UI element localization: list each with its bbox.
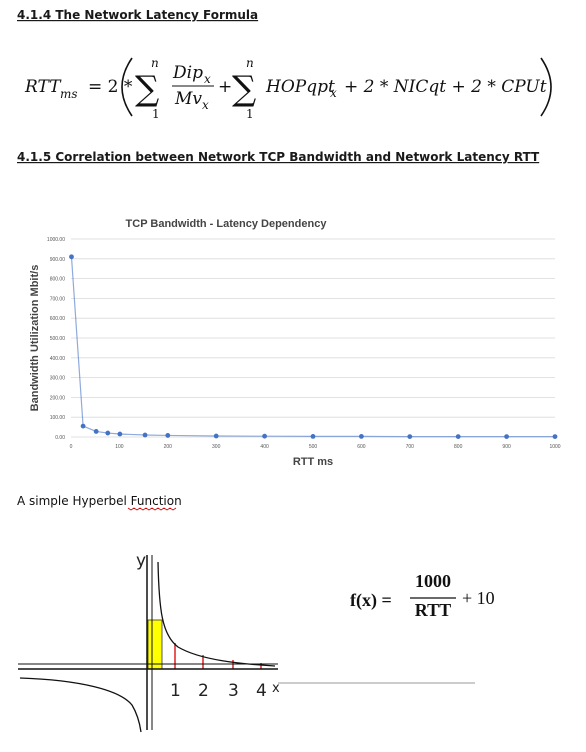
- x-tick-label: 1000: [549, 444, 560, 450]
- tick-label: 4: [256, 681, 267, 701]
- latency-formula: RTT ms = 2 * n ∑ 1 Dip x Mv x + n ∑ 1 HO…: [24, 56, 552, 121]
- data-point: [165, 433, 171, 438]
- data-point: [142, 432, 148, 438]
- hyperbola-curve: [157, 561, 276, 667]
- data-point: [262, 433, 267, 439]
- x-tick-label: 300: [212, 444, 221, 450]
- y-tick-label: 200.00: [50, 395, 66, 401]
- parenthesis: [121, 57, 133, 117]
- highlight-area: [147, 619, 163, 670]
- data-point: [69, 254, 74, 260]
- function-formula: f(x) = 1000 RTT + 10: [350, 571, 495, 620]
- chart: TCP Bandwidth - Latency Dependency RTT m…: [29, 218, 561, 468]
- heading: 4.1.5 Correlation between Network TCP Ba…: [17, 150, 540, 164]
- parenthesis: [540, 57, 552, 117]
- axis-label: x: [272, 681, 280, 696]
- data-point: [310, 434, 316, 439]
- x-tick-label: 200: [164, 444, 173, 450]
- tick-label: 3: [228, 681, 239, 701]
- x-tick-label: 900: [502, 444, 511, 450]
- data-point: [93, 429, 99, 434]
- axis-label: y: [136, 551, 146, 571]
- y-tick-label: 900.00: [50, 257, 66, 263]
- formula-text: ∑: [135, 69, 159, 109]
- formula-text: Dip: [172, 63, 203, 83]
- data-point: [359, 434, 364, 439]
- x-axis-label: RTT ms: [293, 456, 333, 468]
- heading: 4.1.4 The Network Latency Formula: [17, 8, 258, 22]
- data-point: [105, 430, 111, 436]
- y-tick-label: 400.00: [50, 356, 66, 362]
- tick-label: 1: [170, 681, 181, 701]
- spell-underline: [127, 507, 177, 511]
- x-tick-label: 700: [406, 444, 415, 450]
- y-tick-label: 800.00: [50, 277, 66, 283]
- y-tick-label: 300.00: [50, 376, 66, 382]
- x-tick-label: 400: [260, 444, 269, 450]
- data-point: [552, 434, 558, 440]
- formula-text: + 10: [462, 588, 495, 608]
- formula-text: 1000: [415, 571, 451, 591]
- x-tick-label: 600: [357, 444, 366, 450]
- x-tick-label: 0: [70, 444, 73, 450]
- y-tick-label: 0.00: [55, 435, 65, 441]
- formula-text: 1: [152, 107, 160, 121]
- formula-text: Mv: [174, 89, 202, 109]
- x-tick-label: 500: [309, 444, 318, 450]
- hyperbola-curve: [19, 677, 142, 733]
- formula-text: +: [218, 77, 232, 97]
- formula-text: f(x) =: [350, 590, 392, 611]
- data-point: [213, 433, 219, 439]
- formula-text: ∑: [232, 69, 256, 109]
- chart-title: TCP Bandwidth - Latency Dependency: [126, 218, 328, 230]
- formula-text: n: [246, 56, 254, 70]
- formula-text: 1: [246, 107, 254, 121]
- y-tick-label: 100.00: [50, 415, 66, 421]
- formula-text: HOPqpt: [265, 77, 335, 97]
- y-tick-label: 1000.00: [47, 237, 65, 243]
- formula-text: n: [151, 56, 159, 70]
- y-tick-label: 700.00: [50, 296, 66, 302]
- formula-text: x: [330, 86, 337, 100]
- data-point: [80, 423, 86, 429]
- formula-text: = 2 *: [88, 77, 133, 97]
- y-tick-label: 600.00: [50, 316, 66, 322]
- formula-text: ms: [60, 87, 78, 101]
- data-point: [455, 434, 461, 440]
- y-axis-label: Bandwidth Utilization Mbit/s: [29, 265, 41, 412]
- x-tick-label: 800: [454, 444, 463, 450]
- formula-text: x: [204, 72, 211, 86]
- x-tick-label: 100: [115, 444, 124, 450]
- formula-text: + 2 * NICqt + 2 * CPUt: [344, 77, 547, 97]
- data-point: [117, 431, 123, 437]
- hyperbola-sketch: y 1 2 3 4 x: [18, 551, 475, 733]
- formula-text: RTT: [24, 77, 62, 97]
- formula-text: x: [202, 98, 209, 112]
- caption: A simple Hyperbel Function: [17, 494, 182, 508]
- data-point: [504, 434, 509, 440]
- data-point: [407, 434, 413, 440]
- tick-label: 2: [198, 681, 209, 701]
- series-line: [70, 256, 555, 438]
- y-tick-label: 500.00: [50, 336, 66, 342]
- formula-text: RTT: [415, 600, 451, 620]
